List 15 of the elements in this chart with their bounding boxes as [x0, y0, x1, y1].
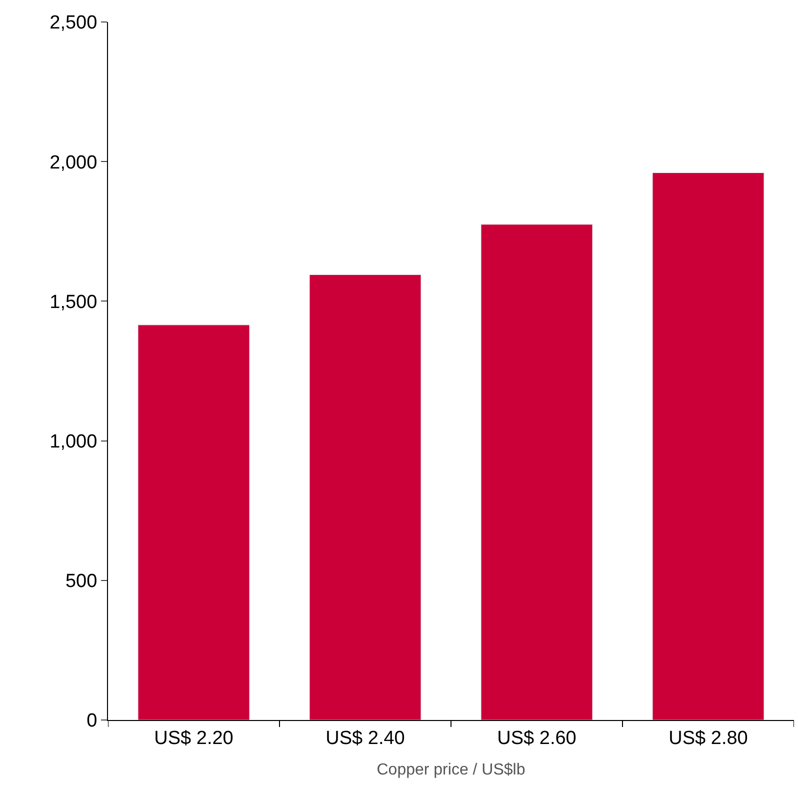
bar [309, 274, 422, 720]
bar [480, 224, 593, 720]
bar [138, 324, 250, 720]
x-tick-label: US$ 2.80 [668, 728, 748, 749]
x-tick-label: US$ 2.40 [326, 728, 405, 749]
y-tick-label: 0 [86, 710, 98, 732]
y-tick-label: 500 [65, 571, 98, 592]
x-tick-label: US$ 2.60 [497, 728, 576, 749]
y-tick-label: 1,500 [50, 292, 98, 313]
y-tick-label: 2,000 [50, 152, 98, 174]
y-tick-label: 1,000 [50, 431, 98, 452]
bar [652, 172, 764, 720]
x-axis-title: Copper price / US$lb [376, 762, 526, 778]
x-tick-label: US$ 2.20 [154, 728, 234, 749]
y-tick-label: 2,500 [50, 12, 98, 34]
